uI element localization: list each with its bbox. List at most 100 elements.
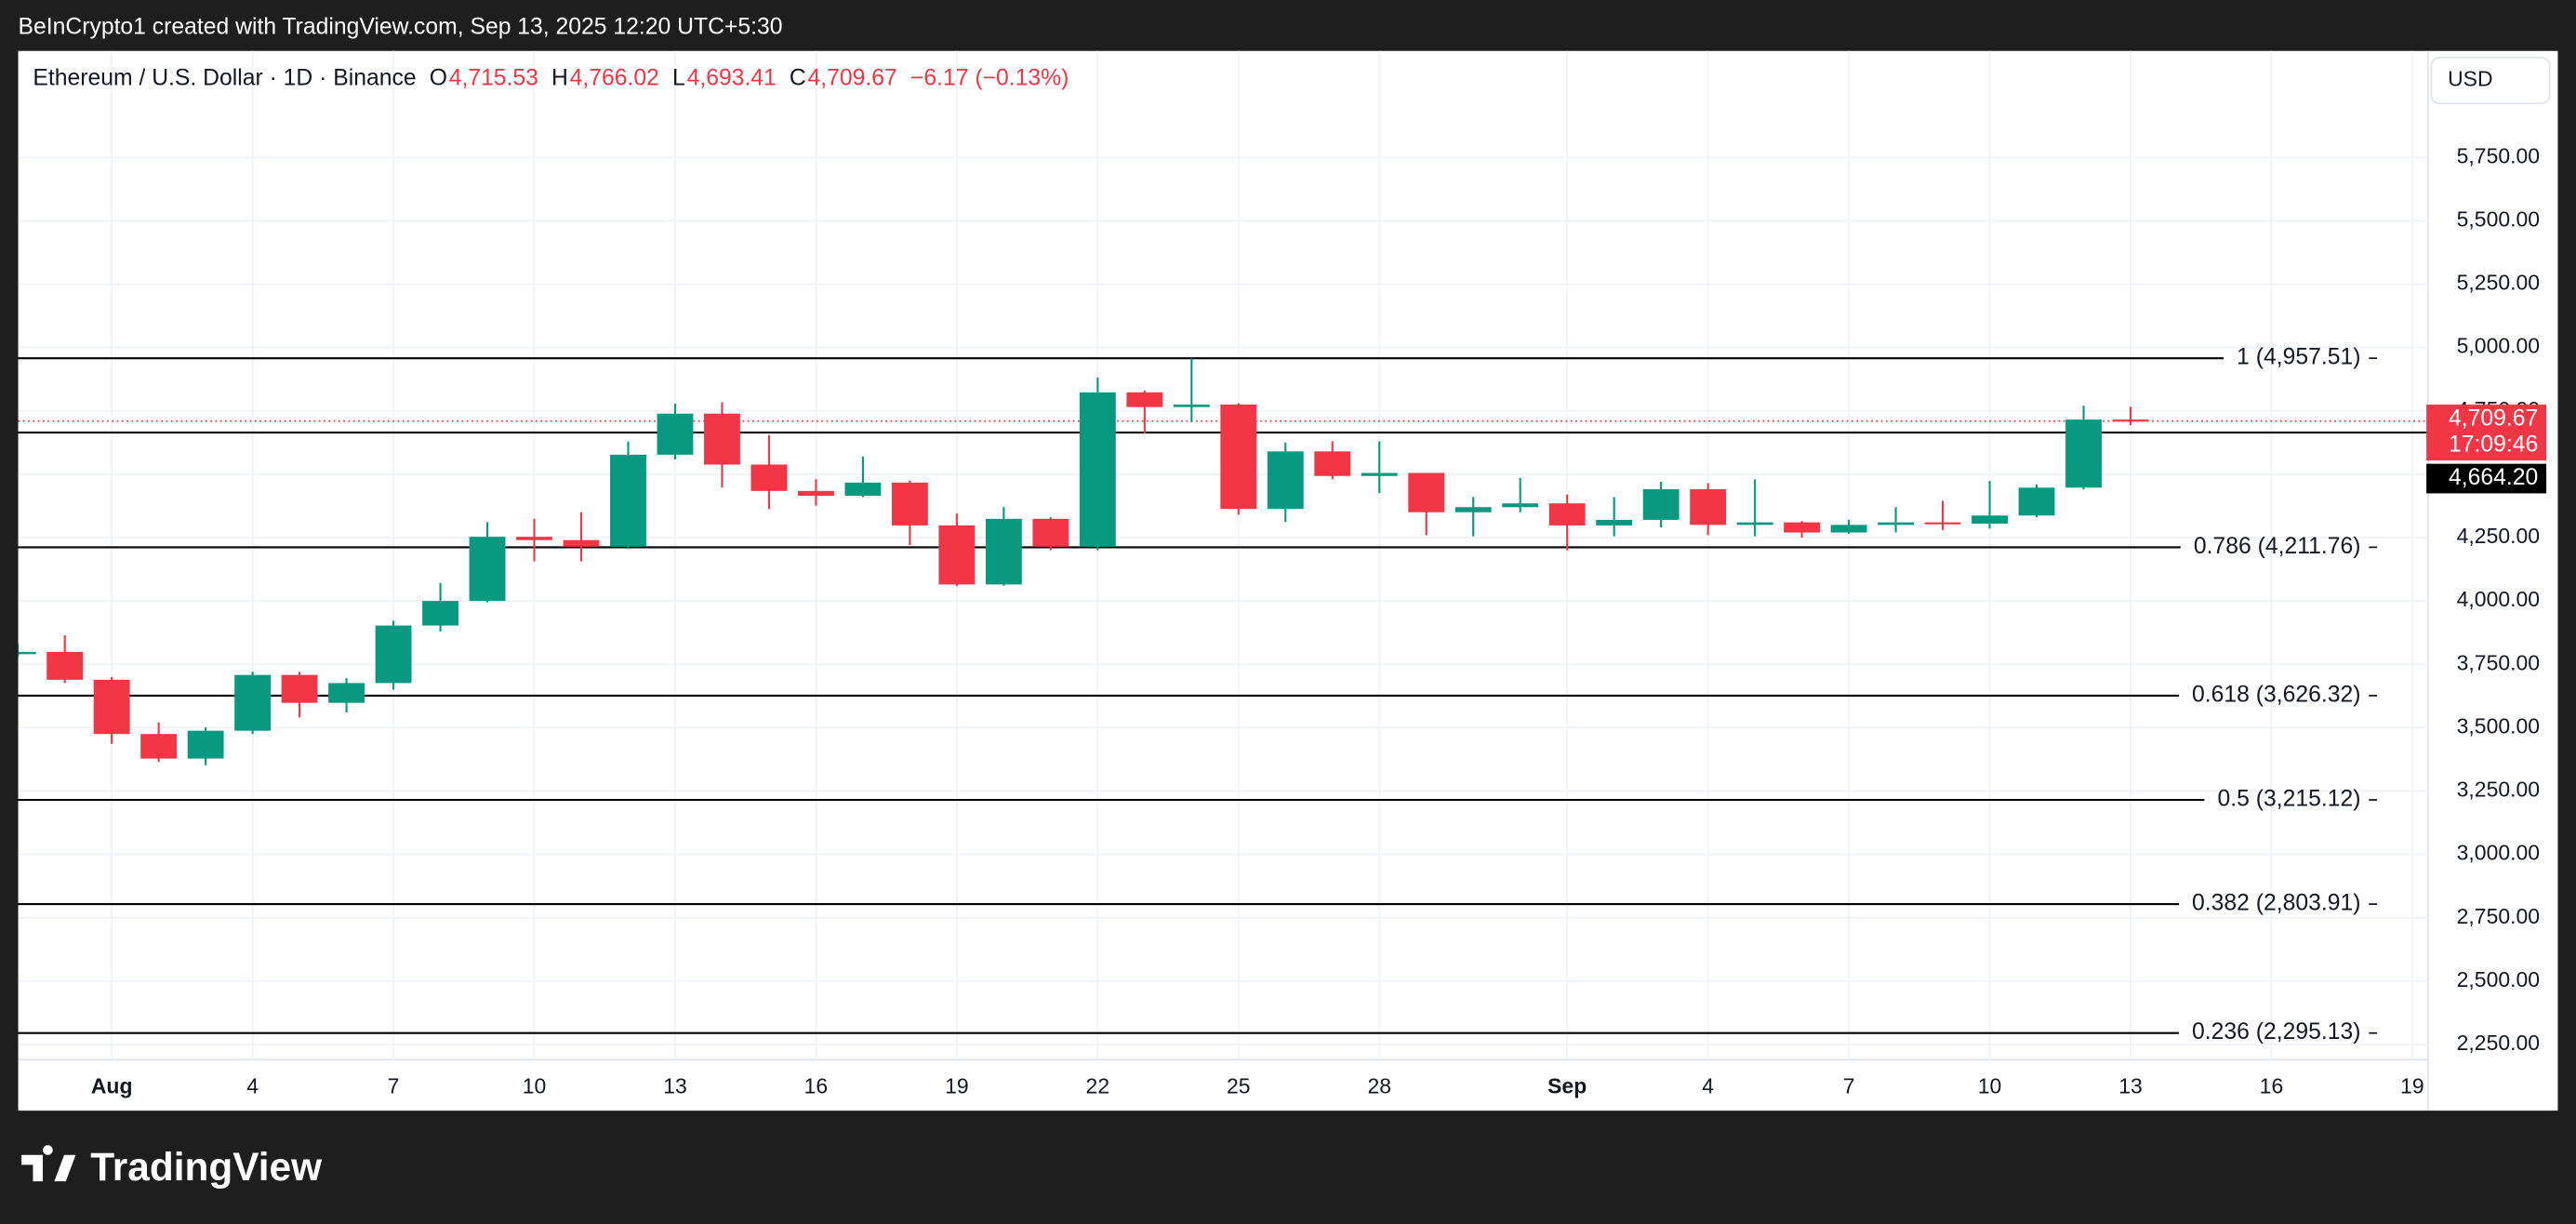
price-box — [2426, 405, 2547, 461]
candle-body — [1878, 522, 1915, 526]
candle-body — [93, 679, 130, 735]
level-label: 4,664.20 — [2449, 465, 2538, 490]
candle-body — [1642, 488, 1680, 520]
candle-body — [1690, 488, 1727, 526]
candle-body — [797, 490, 834, 497]
x-tick-label: 7 — [1843, 1073, 1855, 1098]
candle-body — [891, 482, 928, 526]
fib-label: 0.786 (4,211.76) — [2194, 534, 2361, 559]
countdown: 17:09:46 — [2449, 432, 2538, 458]
y-tick-label: 3,250.00 — [2457, 778, 2540, 802]
ohlc-key: H — [551, 65, 568, 90]
candle-body — [1596, 519, 1633, 526]
x-tick-label: 25 — [1227, 1073, 1251, 1098]
candle-body — [2112, 419, 2149, 422]
ohlc-value: 4,715.53 — [449, 65, 538, 90]
candle-body — [18, 651, 36, 655]
symbol: Ethereum / U.S. Dollar · 1D · Binance — [33, 65, 416, 90]
logo-icon — [21, 1145, 76, 1182]
candle-body — [1784, 522, 1821, 533]
ohlc-value: 4,709.67 — [808, 65, 897, 90]
candle-body — [140, 734, 178, 759]
candle-body — [375, 625, 412, 684]
change: −6.17 (−0.13%) — [910, 65, 1069, 90]
chart-panel — [18, 50, 2558, 1111]
y-tick-label: 4,000.00 — [2457, 587, 2540, 611]
candle-body — [563, 539, 600, 547]
y-tick-label: 3,750.00 — [2457, 650, 2540, 674]
candle-body — [1126, 392, 1163, 407]
x-tick-label: 4 — [1702, 1073, 1714, 1098]
candle-body — [844, 482, 882, 497]
candle-body — [1032, 518, 1069, 547]
x-tick-label: Sep — [1547, 1073, 1587, 1098]
x-tick-label: 16 — [2260, 1073, 2284, 1098]
candle-body — [1173, 404, 1210, 407]
candle-body — [2018, 487, 2055, 516]
x-tick-label: 22 — [1086, 1073, 1110, 1098]
x-tick-label: Aug — [91, 1073, 133, 1098]
currency-label[interactable]: USD — [2448, 67, 2492, 91]
ohlc-value: 4,766.02 — [570, 65, 659, 90]
candle-body — [750, 464, 788, 491]
y-tick-label: 4,250.00 — [2457, 524, 2540, 548]
fib-label: 0.382 (2,803.91) — [2192, 891, 2360, 916]
currency-button[interactable] — [2430, 56, 2551, 105]
ohlc-value: 4,693.41 — [687, 65, 777, 90]
level-box — [2426, 463, 2547, 494]
candle-body — [46, 651, 84, 680]
candle-body — [1361, 472, 1398, 476]
y-tick-label: 2,500.00 — [2457, 967, 2540, 991]
candles — [18, 358, 2149, 765]
fib-label: 0.236 (2,295.13) — [2192, 1019, 2360, 1044]
candle-body — [516, 537, 552, 540]
candle-body — [1454, 507, 1492, 512]
x-tick-label: 10 — [1978, 1073, 2002, 1098]
y-tick-label: 5,500.00 — [2457, 206, 2540, 231]
y-tick-label: 2,750.00 — [2457, 904, 2540, 928]
candle-body — [1314, 451, 1351, 476]
fib-label: 0.618 (3,626.32) — [2192, 682, 2360, 707]
ohlc-key: C — [790, 65, 806, 90]
y-tick-label: 5,250.00 — [2457, 271, 2540, 295]
y-tick-label: 5,000.00 — [2457, 334, 2540, 358]
axes: 2,250.00 2,500.00 2,750.00 3,000.00 3,250.00… — [91, 143, 2547, 1098]
candle-body — [281, 674, 318, 703]
candle-body — [187, 730, 224, 759]
price-label: 4,709.67 — [2449, 406, 2538, 431]
candle-body — [1408, 472, 1445, 512]
y-tick-label: 5,750.00 — [2457, 143, 2540, 167]
x-tick-label: 7 — [388, 1073, 400, 1098]
candle-body — [2065, 419, 2102, 488]
fib-label: 0.5 (3,215.12) — [2218, 787, 2361, 812]
candle-body — [1972, 515, 2008, 524]
levels: 1 (4,957.51) 0.786 (4,211.76) 0.618 (3,626… — [18, 345, 2428, 1044]
candle-body — [610, 454, 646, 547]
y-tick-label: 3,500.00 — [2457, 713, 2540, 738]
candle-body — [422, 601, 458, 626]
x-tick-label: 19 — [2400, 1073, 2424, 1098]
ohlc-key: L — [672, 65, 685, 90]
x-tick-label: 10 — [523, 1073, 547, 1098]
candle-body — [1267, 451, 1304, 510]
candle-body — [657, 413, 694, 455]
candle-body — [328, 683, 365, 703]
candle-body — [1736, 522, 1773, 526]
fib-label: 1 (4,957.51) — [2237, 345, 2360, 370]
x-tick-label: 13 — [663, 1073, 687, 1098]
candle-body — [1830, 525, 1867, 533]
x-tick-label: 13 — [2118, 1073, 2143, 1098]
x-tick-label: 16 — [804, 1073, 829, 1098]
candle-body — [938, 525, 976, 585]
legend: Ethereum / U.S. Dollar · 1D · Binance O 4,… — [33, 65, 1069, 90]
brand: TradingView — [90, 1145, 323, 1189]
header: BeInCrypto1 created with TradingView.com… — [19, 15, 783, 40]
candle-body — [704, 413, 740, 465]
candle-body — [1502, 503, 1539, 508]
x-tick-label: 4 — [246, 1073, 259, 1098]
candle-body — [1079, 392, 1116, 547]
footer-logo: TradingView — [21, 1145, 323, 1189]
candle-body — [1924, 522, 1961, 525]
